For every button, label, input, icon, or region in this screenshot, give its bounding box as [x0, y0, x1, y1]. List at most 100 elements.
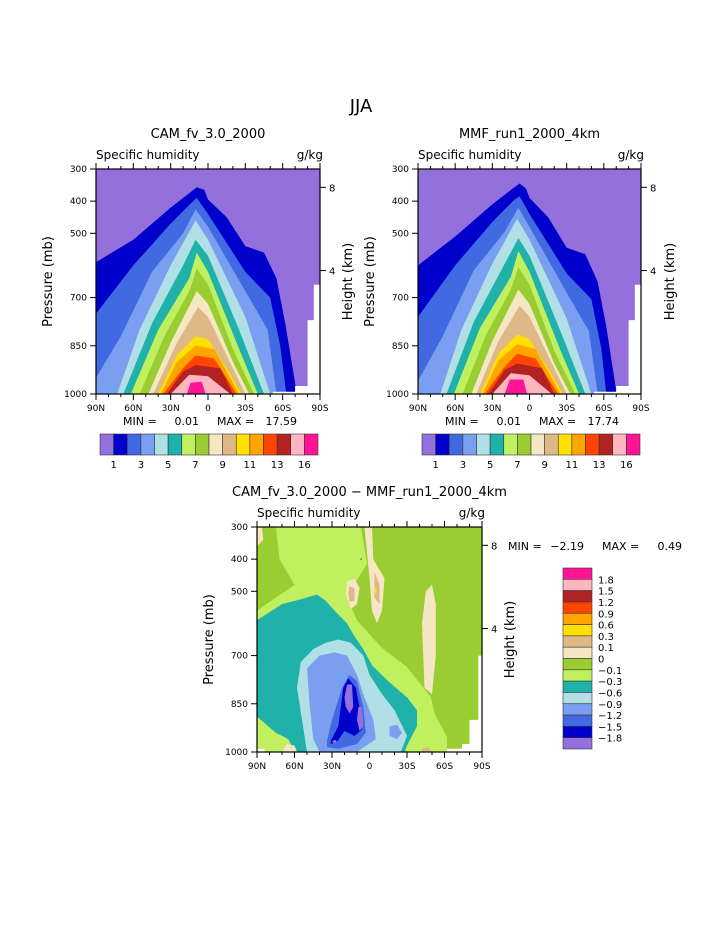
x-tick-label: 30S	[558, 404, 575, 414]
contour-region	[422, 747, 432, 752]
colorbar-label: 1.5	[598, 587, 614, 598]
y2-tick-label: 4	[650, 267, 656, 278]
max-value: 17.74	[588, 415, 620, 428]
y2-tick-label: 8	[329, 183, 335, 194]
colorbar-label: 11	[244, 460, 257, 471]
x-tick-label: 0	[205, 404, 211, 414]
missing-data-region	[257, 748, 265, 752]
colorbar-label: 9	[541, 460, 547, 471]
colorbar: 1 3 5 7 9 11 13 16	[421, 433, 641, 471]
colorbar-label: −1.8	[598, 734, 622, 745]
colorbar-box	[557, 433, 573, 456]
colorbar-box	[462, 433, 477, 456]
colorbar-box	[249, 433, 264, 456]
colorbar-box	[99, 433, 114, 456]
colorbar-box	[562, 737, 593, 750]
colorbar-label: −0.3	[598, 677, 622, 688]
contour-plot-3: CAM_fv_3.0_2000 − MMF_run1_2000_4km Speci…	[202, 485, 682, 772]
max-label: MAX =	[217, 415, 254, 428]
colorbar-box	[263, 433, 278, 456]
colorbar-label: −1.2	[598, 711, 622, 722]
colorbar-box	[562, 612, 593, 625]
contour-region	[344, 684, 354, 714]
x-tick-label: 90S	[632, 404, 649, 414]
x-tick-label: 90S	[311, 404, 328, 414]
x-tick-label: 60N	[446, 404, 464, 414]
colorbar-label: 11	[566, 460, 579, 471]
max-value: 0.49	[658, 540, 683, 553]
x-tick-label: 0	[367, 762, 373, 772]
y2-tick-label: 4	[491, 625, 497, 636]
min-label: MIN =	[508, 540, 542, 553]
y-tick-label: 400	[231, 555, 248, 565]
contour-region	[332, 739, 337, 743]
contour-region	[357, 707, 364, 732]
colorbar-label: 1.8	[598, 575, 614, 586]
x-tick-label: 90N	[87, 404, 105, 414]
contour-plot-1: CAM_fv_3.0_2000 Specific humidity g/kg 90N 6…	[41, 127, 356, 471]
plot-title: CAM_fv_3.0_2000 − MMF_run1_2000_4km	[232, 485, 507, 500]
colorbar-box	[562, 658, 593, 671]
y2-tick-label: 4	[329, 267, 335, 278]
figure-title: JJA	[349, 96, 373, 117]
left-string: Specific humidity	[418, 148, 522, 162]
colorbar-label: 7	[514, 460, 520, 471]
x-tick-label: 30N	[483, 404, 501, 414]
x-tick-label: 60S	[595, 404, 612, 414]
colorbar-label: 3	[460, 460, 466, 471]
colorbar-box	[530, 433, 545, 456]
colorbar-label: 0.6	[598, 621, 614, 632]
colorbar-box	[571, 433, 586, 456]
contour-region	[186, 381, 206, 394]
contour-region	[348, 586, 355, 602]
missing-data-region	[593, 284, 641, 394]
y-axis-label: Pressure (mb)	[41, 236, 56, 327]
colorbar: 1 3 5 7 9 11 13 16	[99, 433, 319, 471]
y-tick-label: 500	[392, 229, 409, 239]
x-tick-label: 90S	[473, 762, 490, 772]
right-string: g/kg	[618, 148, 644, 162]
max-label: MAX =	[539, 415, 576, 428]
min-value: 0.01	[497, 415, 522, 428]
colorbar-box	[585, 433, 600, 456]
colorbar-label: 1	[110, 460, 116, 471]
x-tick-label: 30N	[323, 762, 341, 772]
colorbar-box	[208, 433, 223, 456]
colorbar-box	[276, 433, 292, 456]
colorbar-label: 13	[593, 460, 606, 471]
colorbar-box	[448, 433, 464, 456]
y-axis-label: Pressure (mb)	[202, 594, 217, 685]
y-tick-label: 850	[392, 342, 409, 352]
max-value: 17.59	[266, 415, 298, 428]
y-tick-label: 500	[70, 229, 87, 239]
y-tick-label: 300	[70, 165, 87, 175]
colorbar-box	[195, 433, 210, 456]
contour-region	[359, 557, 362, 561]
colorbar-box	[222, 433, 237, 456]
colorbar-box	[562, 590, 593, 603]
max-label: MAX =	[602, 540, 639, 553]
contour-region	[282, 744, 297, 752]
y-tick-label: 400	[70, 197, 87, 207]
colorbar-label: 9	[219, 460, 225, 471]
colorbar-box	[154, 433, 169, 456]
colorbar-box	[562, 579, 593, 591]
plot-title: CAM_fv_3.0_2000	[151, 127, 266, 142]
colorbar-box	[435, 433, 450, 456]
colorbar-box	[140, 433, 155, 456]
colorbar-box	[562, 726, 593, 738]
colorbar-label: 3	[138, 460, 144, 471]
y-tick-label: 1000	[386, 390, 409, 400]
colorbar: 1.81.51.20.90.60.30.10−0.1−0.3−0.6−0.9−1…	[562, 567, 622, 750]
colorbar-label: −0.6	[598, 688, 622, 699]
missing-data-region	[447, 655, 482, 752]
colorbar-box	[181, 433, 196, 456]
y-tick-label: 400	[392, 197, 409, 207]
colorbar-box	[562, 714, 593, 727]
colorbar-label: 7	[192, 460, 198, 471]
colorbar-label: 1	[432, 460, 438, 471]
x-tick-label: 60S	[274, 404, 291, 414]
y-axis-label: Pressure (mb)	[363, 236, 378, 327]
x-tick-label: 30N	[162, 404, 180, 414]
